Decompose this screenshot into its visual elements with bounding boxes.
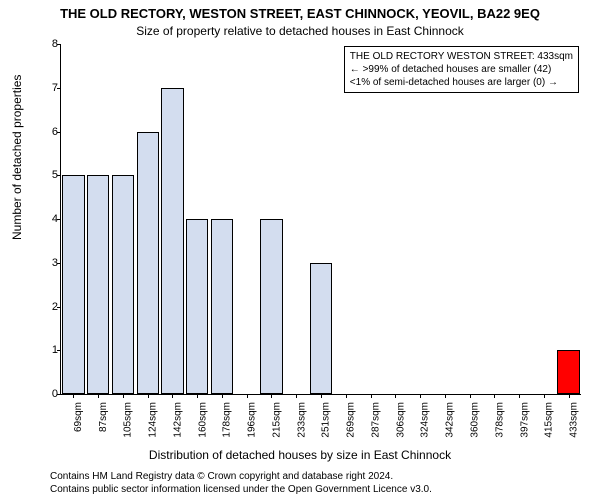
x-tick-label: 160sqm [197, 402, 208, 438]
x-tick-label: 397sqm [519, 402, 530, 438]
legend-box: THE OLD RECTORY WESTON STREET: 433sqm ← … [344, 46, 579, 93]
plot-area: THE OLD RECTORY WESTON STREET: 433sqm ← … [60, 44, 581, 395]
x-tick-mark [445, 394, 446, 398]
x-tick-mark [346, 394, 347, 398]
bar [186, 219, 208, 394]
x-tick-mark [123, 394, 124, 398]
chart-title-sub: Size of property relative to detached ho… [0, 24, 600, 38]
x-tick-label: 178sqm [222, 402, 233, 438]
y-tick-mark [57, 394, 61, 395]
bar [112, 175, 134, 394]
bar [211, 219, 233, 394]
legend-line-2: ← >99% of detached houses are smaller (4… [350, 63, 573, 76]
bar [161, 88, 183, 394]
x-tick-mark [172, 394, 173, 398]
x-tick-mark [148, 394, 149, 398]
y-tick-mark [57, 350, 61, 351]
x-tick-label: 105sqm [123, 402, 134, 438]
x-tick-label: 287sqm [371, 402, 382, 438]
bar [260, 219, 282, 394]
bar [557, 350, 579, 394]
x-tick-mark [271, 394, 272, 398]
y-tick-mark [57, 307, 61, 308]
legend-line-3: <1% of semi-detached houses are larger (… [350, 76, 573, 89]
y-tick-mark [57, 263, 61, 264]
x-tick-mark [222, 394, 223, 398]
bar [137, 132, 159, 395]
y-tick-label: 1 [38, 344, 58, 356]
y-tick-mark [57, 88, 61, 89]
x-tick-label: 378sqm [494, 402, 505, 438]
x-tick-label: 142sqm [172, 402, 183, 438]
x-tick-mark [519, 394, 520, 398]
x-tick-label: 342sqm [445, 402, 456, 438]
x-tick-label: 215sqm [271, 402, 282, 438]
x-tick-mark [420, 394, 421, 398]
x-tick-mark [470, 394, 471, 398]
y-tick-mark [57, 219, 61, 220]
x-tick-label: 415sqm [544, 402, 555, 438]
x-axis-label: Distribution of detached houses by size … [0, 448, 600, 462]
y-tick-mark [57, 132, 61, 133]
y-tick-label: 0 [38, 388, 58, 400]
x-tick-label: 69sqm [73, 402, 84, 432]
y-tick-mark [57, 44, 61, 45]
x-tick-mark [395, 394, 396, 398]
bar [62, 175, 84, 394]
y-tick-label: 2 [38, 301, 58, 313]
x-tick-label: 324sqm [420, 402, 431, 438]
attribution-line-2: Contains public sector information licen… [50, 483, 432, 496]
x-tick-mark [371, 394, 372, 398]
y-tick-mark [57, 175, 61, 176]
bar [87, 175, 109, 394]
x-tick-mark [544, 394, 545, 398]
chart-container: THE OLD RECTORY, WESTON STREET, EAST CHI… [0, 0, 600, 500]
x-tick-label: 87sqm [98, 402, 109, 432]
x-tick-label: 360sqm [470, 402, 481, 438]
x-tick-label: 306sqm [395, 402, 406, 438]
x-tick-mark [296, 394, 297, 398]
bar [310, 263, 332, 394]
x-tick-mark [569, 394, 570, 398]
x-tick-mark [494, 394, 495, 398]
x-tick-label: 433sqm [569, 402, 580, 438]
x-tick-mark [73, 394, 74, 398]
x-tick-mark [321, 394, 322, 398]
x-tick-label: 196sqm [247, 402, 258, 438]
y-axis-label: Number of detached properties [10, 75, 24, 240]
y-tick-label: 6 [38, 126, 58, 138]
y-tick-label: 7 [38, 82, 58, 94]
y-tick-label: 4 [38, 213, 58, 225]
x-tick-label: 233sqm [296, 402, 307, 438]
y-tick-label: 8 [38, 38, 58, 50]
x-tick-label: 251sqm [321, 402, 332, 438]
attribution-line-1: Contains HM Land Registry data © Crown c… [50, 470, 432, 483]
y-tick-label: 5 [38, 169, 58, 181]
chart-title-main: THE OLD RECTORY, WESTON STREET, EAST CHI… [0, 6, 600, 21]
y-tick-label: 3 [38, 257, 58, 269]
attribution: Contains HM Land Registry data © Crown c… [50, 470, 432, 496]
x-tick-label: 124sqm [148, 402, 159, 438]
legend-line-1: THE OLD RECTORY WESTON STREET: 433sqm [350, 50, 573, 63]
x-tick-mark [98, 394, 99, 398]
x-tick-mark [247, 394, 248, 398]
x-tick-label: 269sqm [346, 402, 357, 438]
x-tick-mark [197, 394, 198, 398]
